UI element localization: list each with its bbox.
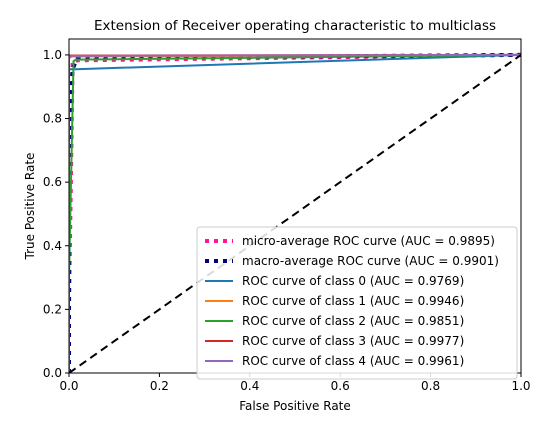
y-tick-label: 0.6: [43, 175, 62, 189]
class-4-curve: [69, 53, 521, 373]
legend-label: ROC curve of class 4 (AUC = 0.9961): [242, 354, 464, 368]
y-tick-label: 1.0: [43, 48, 62, 62]
legend-label: macro-average ROC curve (AUC = 0.9901): [242, 254, 499, 268]
x-tick-label: 0.0: [59, 379, 78, 393]
class-2-curve: [69, 53, 521, 373]
y-tick-label: 0.8: [43, 112, 62, 126]
legend-label: ROC curve of class 0 (AUC = 0.9769): [242, 274, 464, 288]
legend-label: micro-average ROC curve (AUC = 0.9895): [242, 234, 495, 248]
legend-box: [196, 226, 518, 380]
x-axis-label: False Positive Rate: [239, 399, 351, 413]
y-tick-label: 0.2: [43, 302, 62, 316]
chance-diagonal-line: [69, 54, 521, 373]
y-tick-label: 0.0: [43, 366, 62, 380]
x-tick-label: 0.6: [331, 379, 350, 393]
x-tick-label: 1.0: [511, 379, 530, 393]
legend: micro-average ROC curve (AUC = 0.9895) ma…: [196, 226, 518, 380]
y-axis-label: True Positive Rate: [23, 153, 37, 261]
x-tick-label: 0.2: [150, 379, 169, 393]
x-tick-label: 0.8: [421, 379, 440, 393]
legend-label: ROC curve of class 3 (AUC = 0.9977): [242, 334, 464, 348]
legend-label: ROC curve of class 1 (AUC = 0.9946): [242, 294, 464, 308]
x-tick-label: 0.4: [240, 379, 259, 393]
legend-label: ROC curve of class 2 (AUC = 0.9851): [242, 314, 464, 328]
y-tick-label: 0.4: [43, 239, 62, 253]
chart-title: Extension of Receiver operating characte…: [94, 18, 496, 34]
